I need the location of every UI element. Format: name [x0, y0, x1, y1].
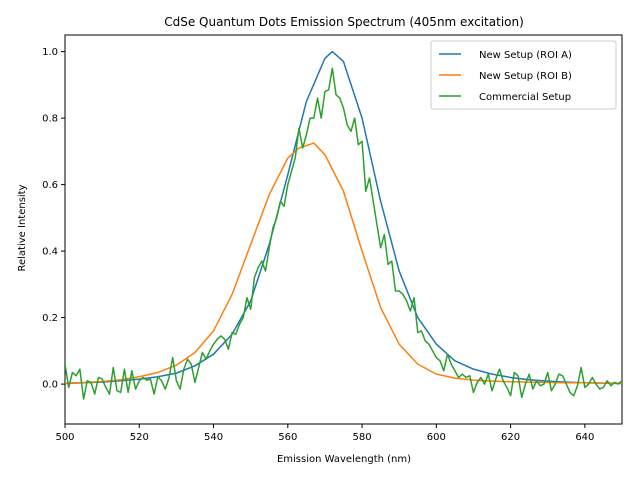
chart-title: CdSe Quantum Dots Emission Spectrum (405…	[164, 15, 524, 29]
x-tick-label: 540	[204, 432, 223, 443]
y-tick-label: 1.0	[42, 47, 58, 58]
x-axis-ticks: 500 520 540 560 580 600 620 640	[55, 424, 594, 443]
y-axis-label: Relative Intensity	[17, 184, 28, 271]
legend-label: New Setup (ROI A)	[479, 50, 572, 61]
y-tick-label: 0.4	[42, 247, 58, 258]
x-tick-label: 500	[55, 432, 74, 443]
series-line-commercial-setup	[65, 67, 622, 400]
y-tick-label: 0.2	[42, 313, 58, 324]
x-tick-label: 580	[353, 432, 372, 443]
x-tick-label: 640	[575, 432, 594, 443]
series-group	[65, 50, 622, 400]
x-tick-label: 560	[278, 432, 297, 443]
legend-label: Commercial Setup	[479, 92, 571, 103]
y-tick-label: 0.6	[42, 180, 58, 191]
x-tick-label: 520	[130, 432, 149, 443]
x-axis-label: Emission Wavelength (nm)	[277, 454, 411, 465]
x-tick-label: 620	[501, 432, 520, 443]
legend-box	[430, 40, 617, 110]
y-tick-label: 0.8	[42, 114, 58, 125]
y-tick-label: 0.0	[42, 380, 58, 391]
legend-label: New Setup (ROI B)	[479, 71, 572, 82]
y-axis-ticks: 0.0 0.2 0.4 0.6 0.8 1.0	[42, 47, 65, 391]
legend: New Setup (ROI A) New Setup (ROI B) Commer…	[430, 40, 617, 110]
series-line-new-setup-roi-a	[65, 50, 622, 385]
x-tick-label: 600	[427, 432, 446, 443]
